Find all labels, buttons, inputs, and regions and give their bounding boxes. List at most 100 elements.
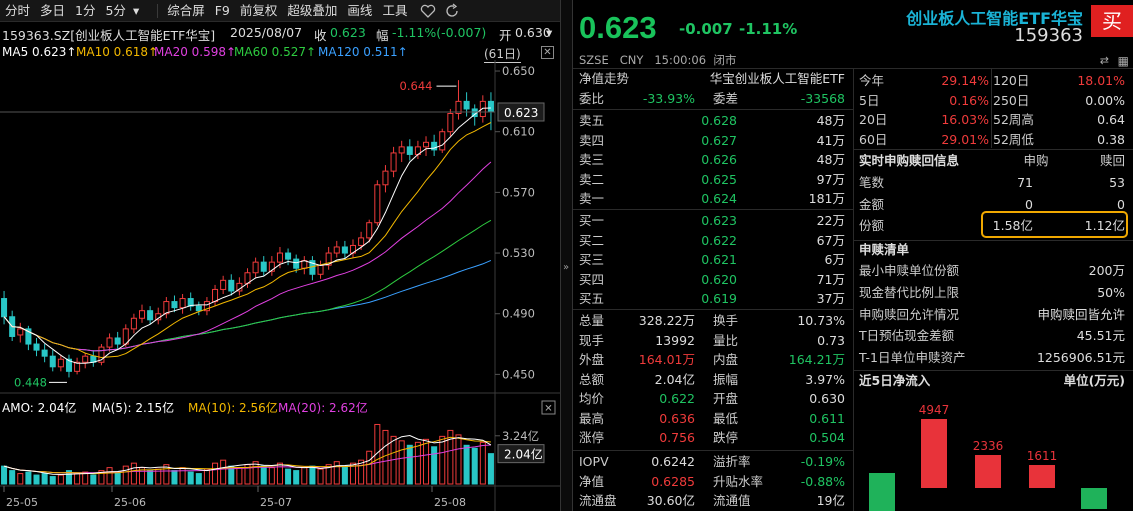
share-icon[interactable]: ⇄	[1099, 54, 1109, 67]
list-row-label: 最小申赎单位份额	[859, 263, 960, 278]
stat-label: 最高	[579, 410, 605, 426]
ma10-line	[3, 122, 492, 359]
stat-label: 内盘	[713, 352, 739, 367]
stat-label: 换手	[713, 313, 739, 328]
market-status: 闭市	[713, 53, 737, 67]
amo-ma10-label: MA(10): 2.56亿	[188, 400, 278, 415]
candle-body	[463, 100, 470, 110]
stat-label: 量比	[713, 332, 739, 348]
volume-bar	[374, 423, 381, 485]
current-price-box	[497, 102, 545, 122]
volume-bar	[74, 473, 81, 485]
tab-multiday[interactable]: 多日	[40, 2, 66, 18]
close-volume-icon[interactable]	[541, 400, 556, 415]
volume-bar	[276, 462, 283, 485]
perf-label: 60日	[859, 131, 888, 147]
ask-price: 0.627	[701, 132, 737, 148]
volume-bar	[203, 468, 210, 485]
ask-volume: 48万	[816, 113, 845, 128]
divider	[573, 450, 853, 451]
stat-value: 328.22万	[638, 313, 695, 328]
volume-bar	[1, 465, 8, 485]
grid-icon[interactable]: ▦	[1117, 54, 1129, 68]
f9-button[interactable]: F9	[214, 2, 230, 18]
stat-label: 最低	[713, 410, 739, 426]
buy-button[interactable]: 买	[1091, 5, 1133, 37]
candle-body	[390, 152, 397, 172]
list-row-label: 现金替代比例上限	[859, 284, 960, 300]
kline-chart[interactable]: 0.650 0.610 0.570 0.530 0.490 0.450 0.623 0.644…	[0, 60, 560, 511]
stat-value: 2.04亿	[654, 371, 695, 387]
flow-value-label: 4947	[918, 402, 950, 417]
flow-bar	[1029, 465, 1055, 488]
tab-1min[interactable]: 1分	[75, 2, 96, 18]
candle-body	[406, 146, 413, 155]
y-tick-label: 0.570	[502, 185, 535, 199]
candle-body	[82, 355, 89, 363]
candle-body	[138, 310, 146, 319]
weicha-value: -33568	[800, 91, 845, 106]
forward-adjust-button[interactable]: 前复权	[239, 2, 278, 18]
info-more-icon[interactable]: ▾	[546, 25, 553, 40]
ma-legend: MA5 0.623↑ MA10 0.618↑ MA20 0.598↑ MA60 …	[0, 43, 560, 63]
divider	[573, 209, 853, 210]
weibi-value: -33.93%	[642, 91, 695, 106]
volume-bar	[122, 465, 129, 485]
volume-bar	[90, 474, 97, 485]
perf-value: 29.14%	[941, 73, 989, 88]
ask-volume: 97万	[816, 171, 845, 187]
bid-level-label: 买四	[579, 271, 605, 287]
ma5-label: MA5 0.623↑	[2, 45, 77, 59]
stat-value: 0.611	[809, 410, 845, 426]
bid-price: 0.619	[701, 291, 737, 306]
candle-body	[423, 141, 430, 148]
close-label: 收	[314, 28, 327, 43]
composite-screen-button[interactable]: 综合屏	[167, 2, 205, 18]
candle-body	[487, 100, 494, 113]
change-value: -1.11%(-0.007)	[392, 25, 487, 40]
draw-line-button[interactable]: 画线	[347, 2, 373, 18]
creation-red-value: 0	[1117, 196, 1125, 212]
heart-icon[interactable]	[420, 3, 436, 19]
bid-level-label: 买五	[579, 291, 605, 306]
volume-bar	[471, 447, 478, 485]
stat-label: 均价	[579, 391, 605, 406]
refresh-icon[interactable]	[444, 3, 460, 19]
days-range-button[interactable]: (61日)	[484, 47, 521, 63]
tools-button[interactable]: 工具	[382, 2, 408, 18]
amo-ma20-label: MA(20): 2.62亿	[278, 400, 368, 415]
volume-bar	[212, 462, 219, 485]
volume-bar	[366, 450, 373, 485]
perf-value: 18.01%	[1077, 73, 1125, 88]
super-overlay-button[interactable]: 超级叠加	[287, 2, 338, 18]
ask-price: 0.628	[701, 113, 737, 128]
tab-intraday[interactable]: 分时	[5, 2, 31, 18]
panel-splitter[interactable]: »	[560, 0, 573, 511]
bid-price: 0.620	[701, 271, 737, 287]
volume-bar	[195, 473, 202, 485]
creation-sub-value: 71	[1017, 175, 1033, 190]
security-code: 159363.SZ[创业板人工智能ETF华宝]	[2, 28, 216, 43]
volume-bar	[325, 464, 332, 485]
list-row-value: 申购赎回皆允许	[1037, 306, 1125, 322]
close-ma-icon[interactable]: ✕	[541, 46, 554, 59]
period-dropdown-icon[interactable]: ▾	[132, 2, 140, 18]
stat-value: 13992	[655, 332, 695, 348]
divider	[853, 240, 1133, 241]
bid-volume: 71万	[816, 271, 845, 287]
volume-bar	[25, 471, 32, 485]
perf-label: 52周高	[993, 112, 1034, 127]
candle-body	[106, 337, 113, 348]
stat-label: 升贴水率	[713, 473, 764, 489]
volume-bar	[341, 465, 348, 485]
bid-volume: 37万	[816, 291, 845, 306]
collapse-icon[interactable]: »	[563, 262, 570, 273]
volume-bar	[333, 461, 340, 485]
quote-panel: 0.623 -0.007 -1.11% 创业板人工智能ETF华宝 159363 …	[573, 0, 1133, 511]
volume-bar	[317, 468, 324, 485]
candle-body	[382, 170, 389, 186]
market-info: SZSE CNY 15:00:06 闭市	[579, 52, 736, 68]
x-tick-label: 25-06	[114, 496, 146, 509]
candle-body	[276, 252, 283, 263]
tab-5min[interactable]: 5分	[105, 2, 126, 18]
